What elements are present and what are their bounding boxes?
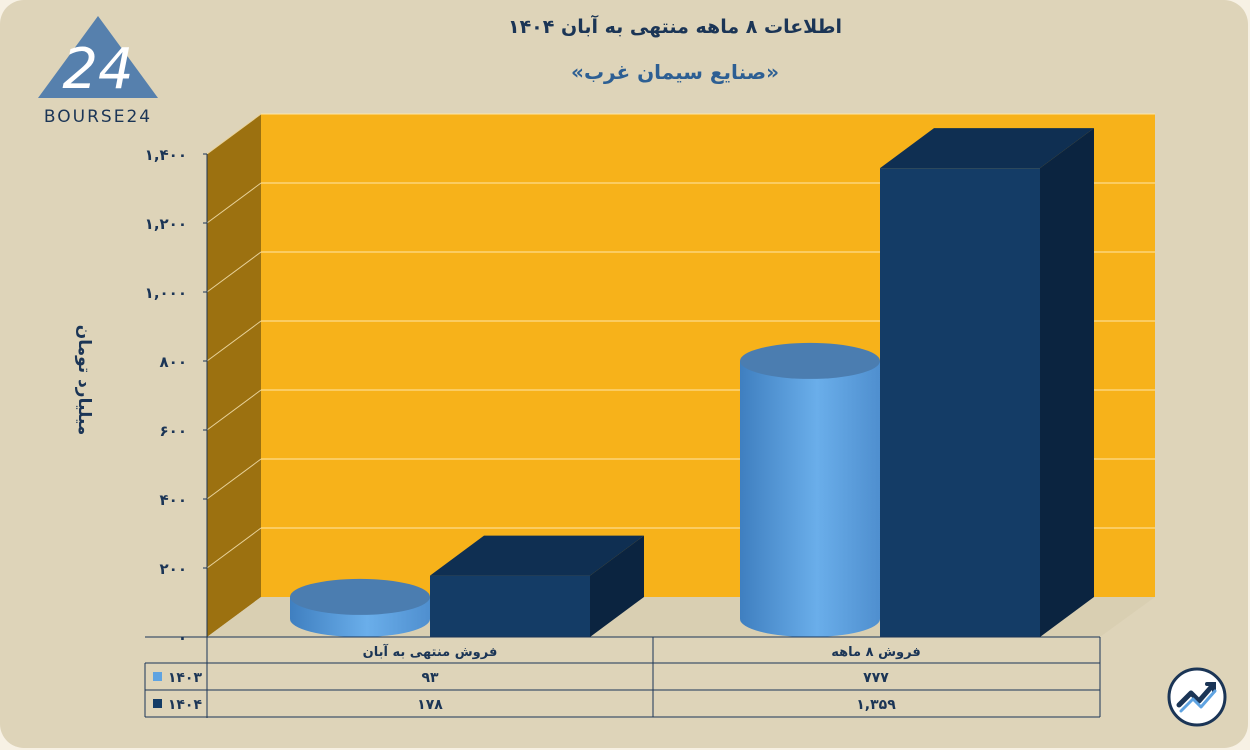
gridline-side [206,527,262,569]
gridline-side [206,113,262,155]
y-tick-label: ۴۰۰ [160,491,187,509]
bar-1404-front [430,575,590,637]
legend-swatch [153,699,162,708]
logo-text: BOURSE24 [44,107,152,127]
bourse24-logo: 24 BOURSE24 [36,16,166,128]
y-tick-label: ۱,۴۰۰ [145,146,187,164]
y-tick-label: ۱,۲۰۰ [145,215,187,233]
bar-1404-top [430,535,644,576]
chart-subtitle: «صنایع سیمان غرب» [571,60,779,84]
legend-label: ۱۴۰۳ [168,670,203,686]
bar-1403-body [740,360,880,637]
data-label: ۹۳ [421,670,439,686]
gridline-side [206,389,262,431]
bar-1404-side [1040,128,1094,637]
bar-1404-front [880,168,1040,637]
gridline-side [206,182,262,224]
data-label: ۷۷۷ [863,670,889,686]
bar-1403-top [290,578,430,615]
y-tick-label: ۲۰۰ [160,560,187,578]
gridline-side [206,320,262,362]
bar-1404-side [590,535,644,637]
bar-1404-top [880,128,1094,169]
data-label: ۱۷۸ [417,697,443,713]
legend-label: ۱۴۰۴ [168,697,203,713]
y-tick-label: ۸۰۰ [160,353,187,371]
chart-trend-icon [1167,667,1227,727]
y-tick-label: ۰ [178,629,187,647]
gridline-side [206,251,262,293]
chart-side-wall [207,114,261,637]
logo-mark: 24 [62,37,133,102]
y-tick-label: ۶۰۰ [160,422,187,440]
category-label: فروش ۸ ماهه [831,645,920,660]
data-label: ۱,۳۵۹ [856,697,896,713]
category-label: فروش منتهی به آبان [363,643,498,660]
gridline-side [206,458,262,500]
legend-swatch [153,672,162,681]
chart-title: اطلاعات ۸ ماهه منتهی به آبان ۱۴۰۴ [507,16,843,38]
bar-1403-top [740,342,880,379]
y-tick-label: ۱,۰۰۰ [145,284,187,302]
